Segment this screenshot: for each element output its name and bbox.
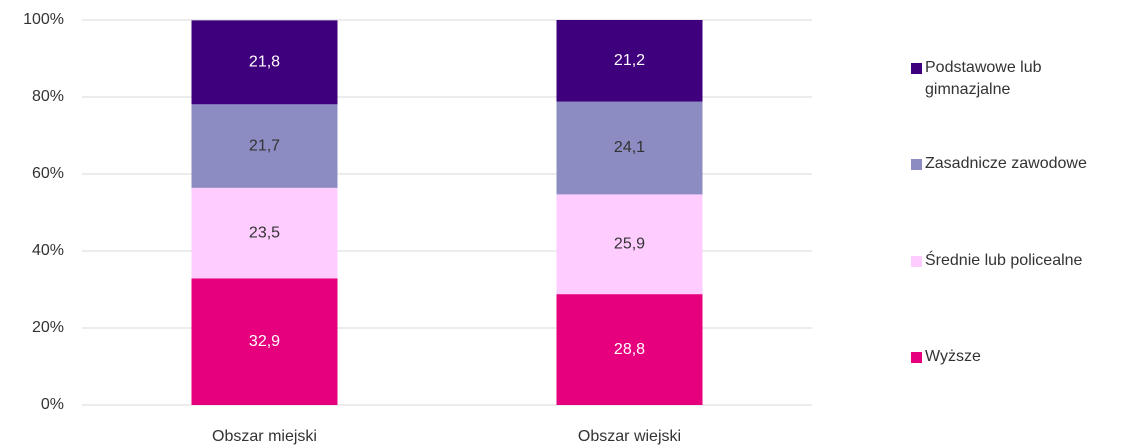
bar-segment [191, 20, 338, 105]
y-tick-label: 20% [32, 319, 64, 336]
x-tick-label: Obszar miejski [212, 428, 317, 445]
y-tick-label: 40% [32, 242, 64, 259]
data-label: 21,7 [249, 137, 280, 154]
bar-segment [556, 194, 703, 295]
bar-segment [556, 20, 703, 102]
bar-segment [191, 104, 338, 188]
legend-label: Zasadnicze zawodowe [925, 155, 1087, 173]
data-label: 23,5 [249, 224, 280, 241]
legend-label: Średnie lub policealne [925, 251, 1083, 269]
y-tick-label: 0% [41, 396, 64, 413]
legend-swatch [911, 63, 922, 75]
bar-segment [556, 294, 703, 405]
bar-segment [191, 187, 338, 279]
bar-segment [556, 101, 703, 195]
legend-item: Zasadnicze zawodowe [911, 153, 1115, 175]
data-label: 25,9 [614, 235, 645, 252]
data-label: 32,9 [249, 333, 280, 350]
data-label: 21,8 [249, 54, 280, 71]
legend-label: Wyższe [925, 347, 981, 365]
legend-swatch [911, 159, 922, 171]
bar-segment [191, 278, 338, 405]
x-tick-label: Obszar wiejski [578, 428, 681, 445]
legend-swatch [911, 351, 922, 363]
legend-swatch [911, 255, 922, 267]
y-tick-label: 80% [32, 88, 64, 105]
legend-label: Podstawowe lub gimnazjalne [925, 59, 1042, 99]
legend-item: Podstawowe lub gimnazjalne [911, 57, 1115, 101]
data-label: 21,2 [614, 52, 645, 69]
y-tick-label: 100% [23, 11, 64, 28]
legend-item: Średnie lub policealne [911, 250, 1115, 272]
y-tick-label: 60% [32, 165, 64, 182]
data-label: 24,1 [614, 139, 645, 156]
legend-item: Wyższe [911, 346, 1115, 368]
data-label: 28,8 [614, 341, 645, 358]
